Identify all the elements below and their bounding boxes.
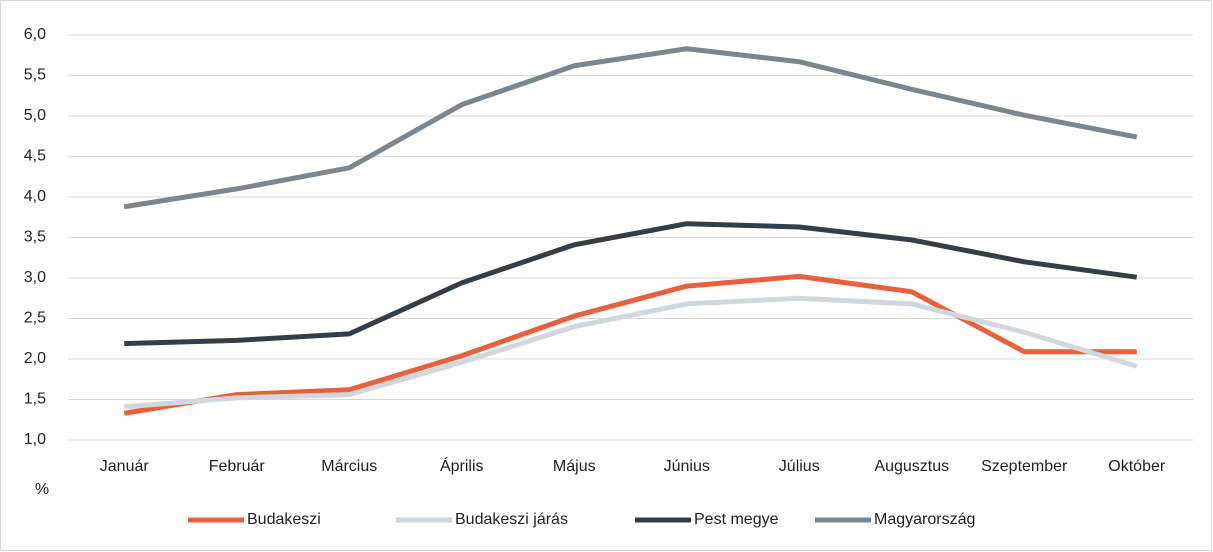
legend-label: Budakeszi bbox=[247, 511, 321, 528]
y-tick-label: 1,5 bbox=[24, 391, 46, 408]
y-tick-label: 4,5 bbox=[24, 148, 46, 165]
y-tick-label: 4,0 bbox=[24, 188, 46, 205]
x-tick-label: Október bbox=[1108, 458, 1166, 475]
legend-label: Budakeszi járás bbox=[455, 511, 568, 528]
y-tick-label: 5,0 bbox=[24, 107, 46, 124]
series-line bbox=[124, 221, 1138, 347]
x-tick-label: Március bbox=[321, 458, 377, 475]
x-tick-label: Május bbox=[553, 458, 596, 475]
series-line bbox=[123, 46, 1138, 210]
legend-label: Pest megye bbox=[694, 511, 779, 528]
series-line bbox=[123, 273, 1137, 416]
y-tick-label: 3,5 bbox=[24, 229, 46, 246]
x-tick-label: Június bbox=[664, 458, 710, 475]
y-tick-label: 5,5 bbox=[24, 67, 46, 84]
y-tick-label: 3,0 bbox=[24, 269, 46, 286]
y-axis-label: % bbox=[35, 481, 49, 498]
legend-label: Magyarország bbox=[874, 511, 975, 528]
y-tick-label: 6,0 bbox=[24, 26, 46, 43]
x-tick-label: Július bbox=[779, 458, 820, 475]
x-tick-label: Január bbox=[100, 458, 150, 475]
x-tick-label: Február bbox=[209, 458, 266, 475]
x-tick-label: Szeptember bbox=[981, 458, 1068, 475]
x-tick-label: Augusztus bbox=[874, 458, 949, 475]
x-tick-label: Április bbox=[440, 456, 484, 475]
y-tick-label: 2,5 bbox=[24, 310, 46, 327]
y-tick-label: 2,0 bbox=[24, 350, 46, 367]
series-line bbox=[124, 295, 1138, 410]
y-tick-label: 1,0 bbox=[24, 431, 46, 448]
